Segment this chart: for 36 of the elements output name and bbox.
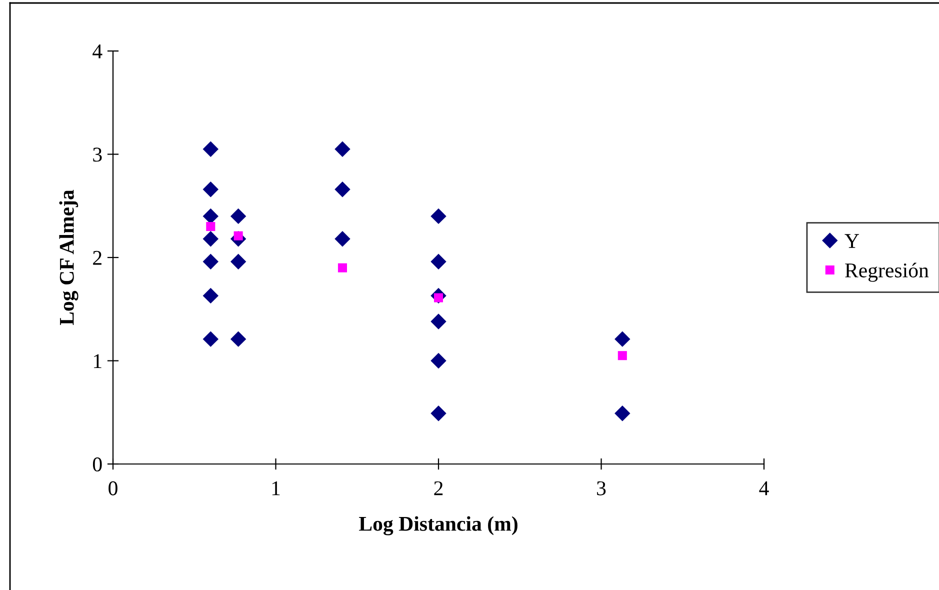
point <box>430 352 446 369</box>
point <box>230 208 246 224</box>
x-tick-label: 2 <box>434 481 443 496</box>
point <box>334 182 350 198</box>
point <box>230 331 246 347</box>
point <box>338 263 347 272</box>
point <box>202 254 219 270</box>
point <box>618 351 627 360</box>
point <box>430 314 446 330</box>
y-tick-label: 3 <box>93 148 102 162</box>
x-tick-label: 1 <box>272 481 280 496</box>
legend-label: Y <box>844 234 859 248</box>
x-tick-label: 3 <box>597 481 606 496</box>
y-tick-label: 4 <box>92 44 102 58</box>
y-tick-label: 2 <box>93 250 102 265</box>
point <box>614 406 630 422</box>
point <box>230 254 246 270</box>
point <box>334 231 350 247</box>
point <box>430 208 446 224</box>
y-axis-title: Log CF Almeja <box>59 190 78 326</box>
point <box>334 141 350 157</box>
point <box>206 222 216 232</box>
point <box>430 406 446 422</box>
point <box>202 288 219 304</box>
point <box>202 141 219 157</box>
point <box>202 331 219 347</box>
point <box>430 254 446 270</box>
y-tick-label: 1 <box>94 354 102 368</box>
x-tick-label: 4 <box>759 481 769 496</box>
y-tick-label: 0 <box>92 457 102 472</box>
x-tick-label: 0 <box>108 481 118 496</box>
point <box>202 182 219 198</box>
point <box>202 231 219 247</box>
legend-label: Regresión <box>845 262 929 282</box>
x-axis-title: Log Distancia (m) <box>359 516 518 536</box>
point <box>614 331 630 347</box>
